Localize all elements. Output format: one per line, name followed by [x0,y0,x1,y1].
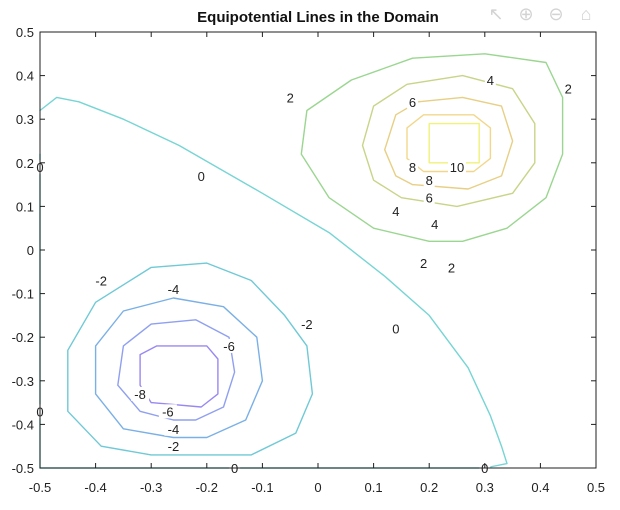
contour-label-5: 0 [198,169,205,184]
contour-label-bg [390,203,402,218]
y-tick-label: -0.4 [12,417,34,432]
y-tick-label: -0.2 [12,330,34,345]
contour-line-level-neg6-10 [117,319,236,421]
contour-line-level-neg8-11 [139,345,219,408]
contour-label-7: 10 [450,160,464,175]
contour-line-level-neg2-8 [67,262,314,456]
contour-label-9: 6 [426,191,433,206]
contour-label-10: 4 [392,204,399,219]
contour-label-bg [445,260,457,275]
x-tick-label: 0.4 [531,480,549,495]
x-tick-label: -0.2 [196,480,218,495]
y-tick-label: -0.1 [12,287,34,302]
zoom-in-icon[interactable]: ⊕ [518,4,534,24]
contour-label-bg [390,321,402,336]
figure-toolbar: ↖ ⊕ ⊖ ⌂ [484,0,598,28]
contour-label-18: -6 [223,339,235,354]
contour-label-bg [164,282,183,297]
contour-label-11: 4 [431,217,438,232]
contour-line-level-neg4-9 [94,297,264,439]
contour-label-bg [195,168,207,183]
contour-label-2: 2 [565,82,572,97]
contour-label-bg [164,421,183,436]
x-tick-label: 0.2 [420,480,438,495]
contour-label-23: -2 [168,439,180,454]
contour-label-bg [429,216,441,231]
arrow-icon[interactable]: ↖ [488,4,504,24]
y-tick-label: -0.5 [12,461,34,476]
contour-label-bg [484,72,496,87]
contour-label-bg [448,160,466,175]
y-tick-label: 0 [27,243,34,258]
contour-label-1: 4 [487,73,494,88]
contour-label-6: 8 [409,160,416,175]
contour-label-bg [220,338,239,353]
x-tick-label: 0 [314,480,321,495]
y-tick-label: 0.4 [16,69,34,84]
x-tick-label: -0.4 [84,480,106,495]
contour-label-bg [164,439,183,454]
chart-title: Equipotential Lines in the Domain [197,9,439,26]
contour-line-level-2-4 [300,53,564,242]
y-tick-label: 0.5 [16,25,34,40]
contour-label-bg [407,160,419,175]
y-tick-label: 0.1 [16,199,34,214]
contour-label-bg [131,386,150,401]
contour-label-bg [284,90,296,105]
contour-label-bg [423,190,435,205]
x-tick-label: -0.1 [251,480,273,495]
contour-label-19: -8 [134,387,146,402]
contour-line-level-0-5 [39,96,508,469]
contour-label-bg [407,94,419,109]
contour-label-14: -2 [95,274,107,289]
contour-label-bg [158,404,177,419]
contour-label-8: 8 [426,173,433,188]
contour-label-13: 2 [448,260,455,275]
contour-label-bg [297,317,316,332]
y-tick-label: 0.3 [16,112,34,127]
contour-label-22: -4 [168,422,180,437]
contour-label-bg [423,173,435,188]
x-tick-label: 0.5 [587,480,605,495]
contour-label-12: 2 [420,256,427,271]
contour-lines [39,53,564,469]
home-icon[interactable]: ⌂ [580,4,592,24]
contour-label-20: -6 [162,404,174,419]
zoom-out-icon[interactable]: ⊖ [548,4,564,24]
x-tick-label: 0.3 [476,480,494,495]
x-tick-label: -0.5 [29,480,51,495]
contour-label-15: -4 [168,282,180,297]
contour-label-bg [92,273,111,288]
y-tick-label: -0.3 [12,374,34,389]
contour-line-level-6-2 [384,96,514,190]
contour-label-bg [418,256,430,271]
contour-label-3: 6 [409,95,416,110]
contour-line-level-8-1 [406,114,492,173]
contour-label-16: -2 [301,317,313,332]
x-tick-label: -0.3 [140,480,162,495]
x-tick-label: 0.1 [365,480,383,495]
contour-label-bg [562,81,574,96]
contour-label-0: 2 [287,90,294,105]
y-tick-label: 0.2 [16,156,34,171]
axes: -0.5 -0.4 -0.3 -0.2 -0.1 0 0.1 0.2 0.3 0.4 0.5 0.5 0… [12,25,605,495]
contour-label-17: 0 [392,321,399,336]
